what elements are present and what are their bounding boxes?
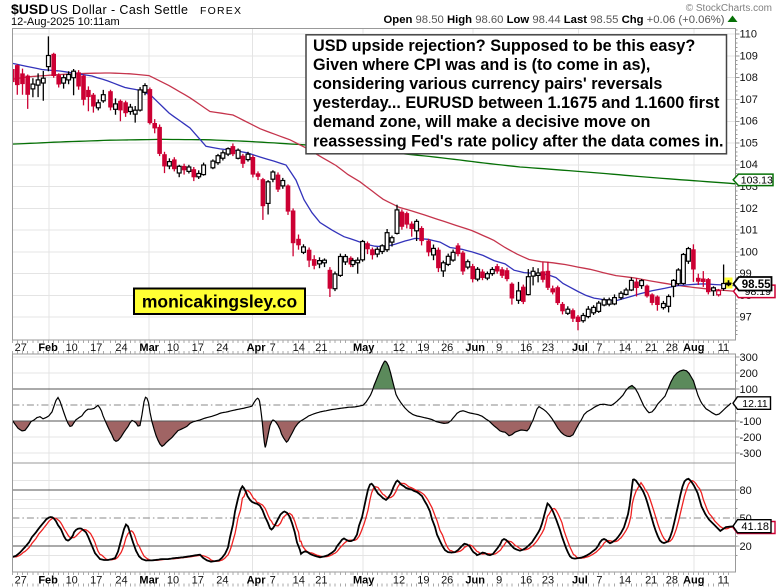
svg-text:14: 14 (293, 342, 305, 354)
svg-text:17: 17 (192, 574, 204, 586)
svg-text:14: 14 (293, 574, 305, 586)
svg-text:23: 23 (542, 574, 554, 586)
svg-text:-300: -300 (740, 448, 762, 460)
svg-text:12: 12 (393, 342, 405, 354)
svg-text:yesterday... EURUSD between 1.: yesterday... EURUSD between 1.1675 and 1… (313, 94, 720, 112)
svg-text:28: 28 (666, 342, 678, 354)
svg-text:May: May (353, 342, 375, 354)
svg-text:demand zone, will make a decis: demand zone, will make a decisive move o… (313, 113, 650, 131)
svg-text:98.55: 98.55 (742, 279, 771, 291)
svg-text:26: 26 (441, 342, 453, 354)
svg-text:Given where CPI was and is (to: Given where CPI was and is (to come in a… (313, 56, 650, 74)
svg-text:107: 107 (740, 94, 758, 106)
svg-text:10: 10 (66, 342, 78, 354)
svg-text:Mar: Mar (139, 574, 159, 586)
svg-text:19: 19 (417, 342, 429, 354)
svg-text:Apr: Apr (247, 574, 267, 586)
svg-text:17: 17 (192, 342, 204, 354)
svg-text:May: May (353, 574, 375, 586)
svg-text:21: 21 (645, 342, 657, 354)
svg-text:-100: -100 (740, 416, 762, 428)
svg-text:7: 7 (270, 574, 276, 586)
svg-text:108: 108 (740, 72, 758, 84)
svg-text:7: 7 (596, 342, 602, 354)
svg-text:10: 10 (167, 342, 179, 354)
svg-text:24: 24 (115, 574, 127, 586)
svg-text:17: 17 (90, 342, 102, 354)
svg-text:12.11: 12.11 (742, 398, 768, 410)
svg-text:101: 101 (740, 225, 758, 237)
svg-text:Feb: Feb (38, 574, 58, 586)
svg-text:26: 26 (441, 574, 453, 586)
svg-text:16: 16 (520, 574, 532, 586)
svg-text:21: 21 (645, 574, 657, 586)
svg-text:110: 110 (740, 29, 758, 41)
svg-text:106: 106 (740, 116, 758, 128)
svg-text:102: 102 (740, 203, 758, 215)
svg-text:80: 80 (740, 485, 752, 497)
svg-text:-200: -200 (740, 432, 762, 444)
svg-text:27: 27 (15, 342, 27, 354)
svg-text:17: 17 (90, 574, 102, 586)
svg-text:100: 100 (740, 384, 758, 396)
svg-text:11: 11 (718, 574, 729, 586)
svg-text:16: 16 (520, 342, 532, 354)
svg-text:considering various currency p: considering various currency pairs' reve… (313, 75, 662, 93)
svg-text:© StockCharts.com: © StockCharts.com (686, 3, 772, 14)
svg-text:Open 98.50 High 98.60 Low 98.4: Open 98.50 High 98.60 Low 98.44 Last 98.… (384, 14, 725, 26)
svg-text:Jul: Jul (572, 342, 588, 354)
svg-text:11: 11 (718, 342, 729, 354)
svg-text:19: 19 (417, 574, 429, 586)
svg-text:24: 24 (115, 342, 127, 354)
svg-text:Aug: Aug (683, 574, 704, 586)
svg-text:41.18: 41.18 (741, 521, 769, 533)
svg-text:7: 7 (596, 574, 602, 586)
svg-text:Jul: Jul (572, 574, 588, 586)
svg-text:FOREX: FOREX (200, 5, 242, 17)
svg-text:109: 109 (740, 50, 758, 62)
svg-text:97: 97 (740, 312, 752, 324)
svg-text:10: 10 (66, 574, 78, 586)
svg-text:300: 300 (740, 352, 758, 364)
svg-text:200: 200 (740, 368, 758, 380)
svg-text:21: 21 (315, 342, 327, 354)
svg-text:reassessing Fed's rate policy: reassessing Fed's rate policy after the … (313, 132, 724, 150)
svg-text:21: 21 (315, 574, 327, 586)
svg-text:27: 27 (15, 574, 27, 586)
svg-text:10: 10 (167, 574, 179, 586)
svg-text:14: 14 (619, 574, 631, 586)
svg-text:monicakingsley.co: monicakingsley.co (142, 292, 297, 312)
svg-text:100: 100 (740, 246, 758, 258)
svg-text:$USD: $USD (11, 1, 48, 17)
svg-text:Jun: Jun (465, 574, 485, 586)
svg-text:23: 23 (542, 342, 554, 354)
svg-text:14: 14 (619, 342, 631, 354)
svg-text:7: 7 (270, 342, 276, 354)
svg-text:12-Aug-2025 10:11am: 12-Aug-2025 10:11am (11, 16, 120, 28)
svg-text:24: 24 (216, 342, 228, 354)
svg-text:Apr: Apr (247, 342, 267, 354)
svg-text:9: 9 (496, 574, 502, 586)
svg-text:24: 24 (216, 574, 228, 586)
svg-text:9: 9 (496, 342, 502, 354)
svg-text:103.13: 103.13 (741, 175, 773, 187)
svg-text:Jun: Jun (465, 342, 485, 354)
svg-text:USD upside rejection? Supposed: USD upside rejection? Supposed to be thi… (313, 37, 695, 55)
svg-text:28: 28 (666, 574, 678, 586)
svg-text:US Dollar - Cash Settle: US Dollar - Cash Settle (50, 3, 188, 17)
svg-text:20: 20 (740, 541, 752, 553)
svg-text:12: 12 (393, 574, 405, 586)
svg-text:105: 105 (740, 138, 758, 150)
svg-text:104: 104 (740, 159, 758, 171)
